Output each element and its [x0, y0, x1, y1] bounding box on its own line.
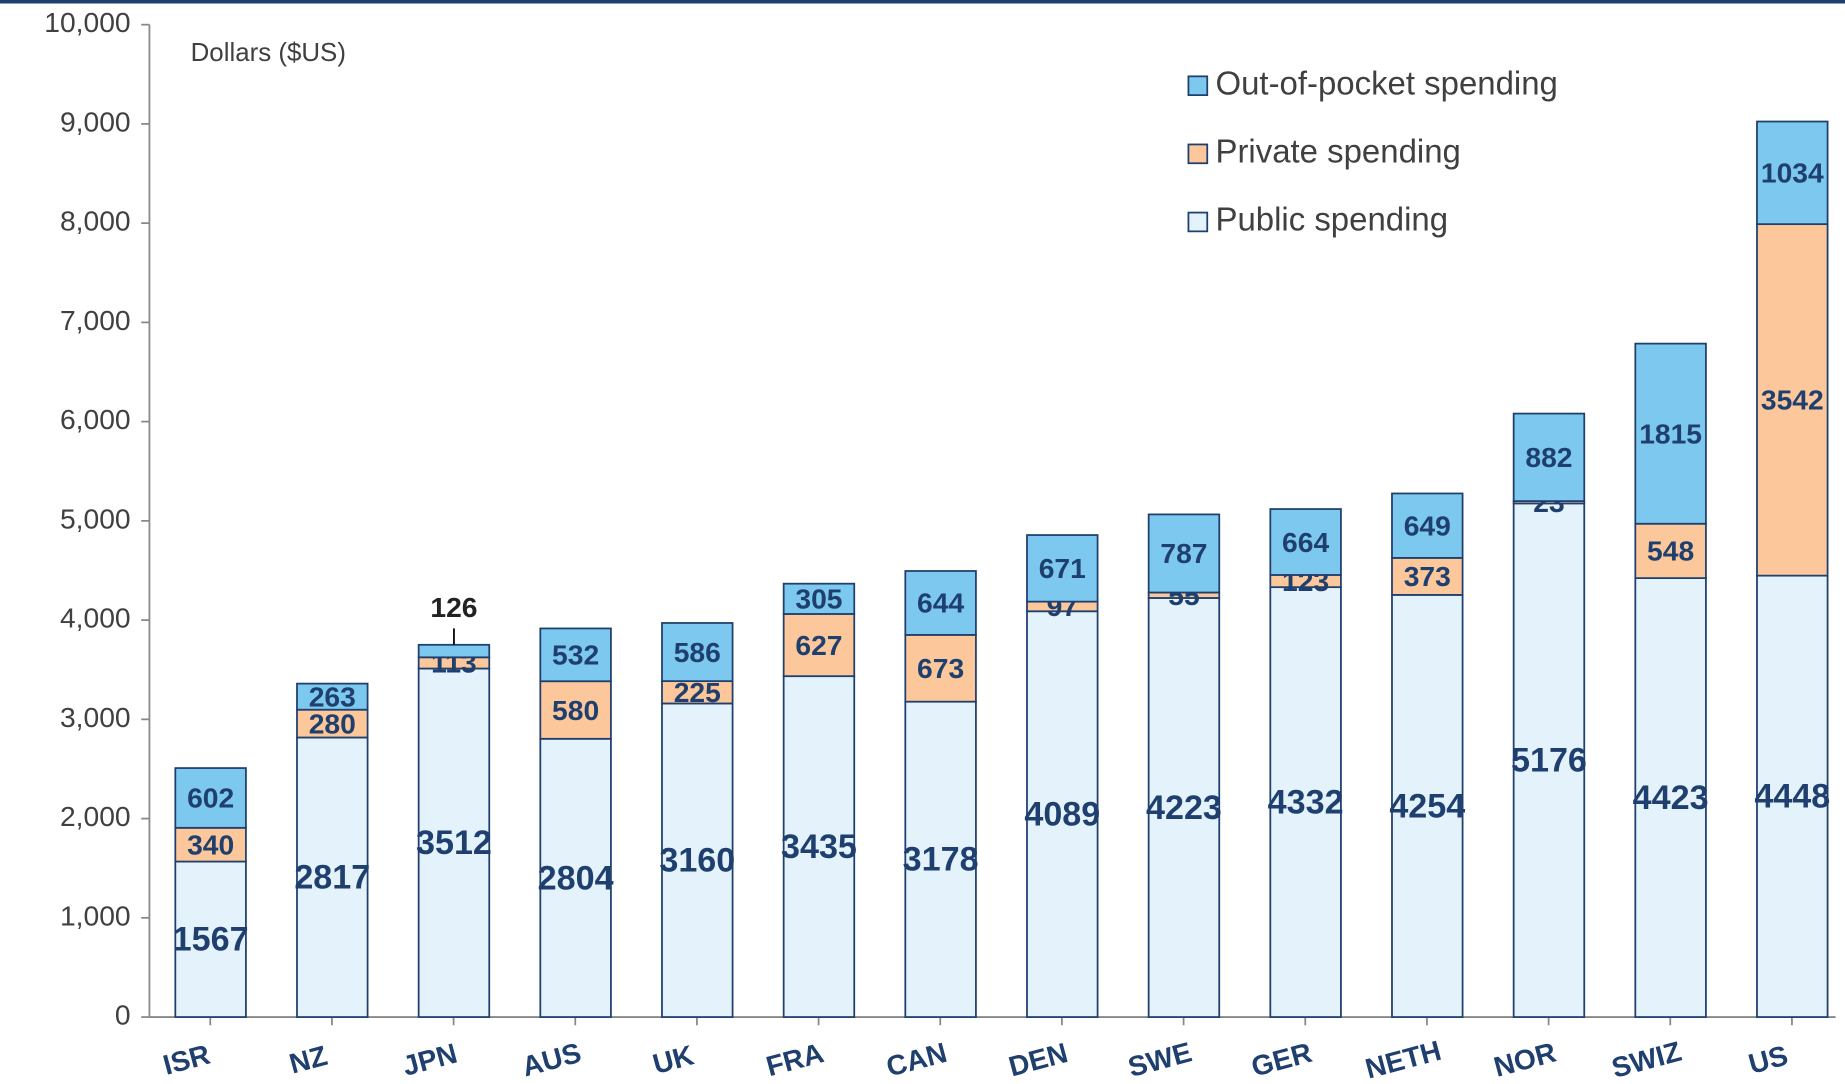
data-label: 3512 [416, 824, 492, 862]
data-label: 2817 [294, 859, 370, 897]
x-tick-label: UK [649, 1038, 697, 1080]
legend-label: Public spending [1215, 201, 1448, 238]
data-label: 671 [1039, 552, 1086, 584]
data-label: 3160 [659, 842, 735, 880]
data-label: 4254 [1389, 787, 1465, 825]
data-label: 3178 [903, 841, 979, 879]
data-label: 644 [917, 587, 964, 619]
y-tick-label: 4,000 [60, 602, 131, 634]
x-tick-label: FRA [763, 1036, 827, 1082]
y-tick-label: 2,000 [60, 800, 131, 832]
x-tick-label: GER [1248, 1036, 1315, 1083]
y-tick-label: 9,000 [60, 105, 131, 137]
bar-segment [904, 570, 977, 636]
data-label: 627 [795, 629, 842, 661]
x-tick-label: NZ [286, 1039, 331, 1080]
data-label: 4423 [1633, 779, 1709, 817]
data-label: 1034 [1761, 157, 1824, 189]
data-label: 5176 [1511, 742, 1587, 780]
y-tick-label: 6,000 [60, 403, 131, 435]
bar-segment [1147, 597, 1221, 1018]
y-tick-label: 10,000 [44, 6, 130, 38]
bar-segment [1026, 534, 1099, 603]
y-tick-label: 3,000 [60, 701, 131, 733]
bar-segment [174, 860, 247, 1018]
data-label: 548 [1647, 535, 1694, 567]
bar-segment [539, 680, 612, 740]
x-tick-label: CAN [883, 1036, 950, 1083]
bar-segment [539, 737, 612, 1018]
y-tick-label: 0 [115, 999, 131, 1031]
bar-segment [417, 643, 491, 659]
data-label: 649 [1404, 509, 1451, 541]
data-label: 3542 [1761, 384, 1824, 416]
bar-segment [782, 675, 856, 1018]
data-label: 787 [1160, 537, 1207, 569]
data-label: 305 [795, 583, 842, 615]
bar-segment [1756, 223, 1829, 577]
data-label: 340 [187, 828, 234, 860]
x-tick-label: AUS [518, 1036, 584, 1082]
bar-segment [661, 702, 734, 1018]
legend-label: Out-of-pocket spending [1215, 64, 1557, 101]
bar-segment [1391, 594, 1464, 1018]
data-label: 373 [1404, 560, 1451, 592]
data-label: 673 [917, 652, 964, 684]
data-label: 1815 [1639, 417, 1702, 449]
data-label: 4448 [1754, 778, 1830, 816]
y-tick-label: 8,000 [60, 205, 131, 237]
x-tick-label: JPN [399, 1037, 460, 1082]
data-label: 3435 [781, 828, 857, 866]
bar-segment [1756, 120, 1829, 226]
x-tick-label: SWE [1125, 1035, 1195, 1082]
legend-swatch [1187, 211, 1209, 233]
bar-segment [296, 682, 369, 711]
y-tick-label: 7,000 [60, 304, 131, 336]
legend-swatch [1187, 75, 1209, 97]
bar-segment [296, 736, 369, 1018]
x-tick-label: NETH [1362, 1034, 1445, 1084]
data-label: 2804 [538, 859, 614, 897]
bar-segment [1147, 513, 1221, 594]
bar-segment [1512, 412, 1586, 502]
legend-swatch [1187, 143, 1209, 165]
bar-segment [1512, 502, 1586, 1018]
bar-segment [782, 582, 856, 615]
y-tick-label: 1,000 [60, 899, 131, 931]
data-label: 1567 [173, 921, 249, 959]
bar-segment [661, 622, 734, 683]
bar-segment [174, 767, 247, 829]
x-tick-label: US [1745, 1039, 1791, 1080]
bar-segment [1634, 342, 1707, 525]
bar-segment [417, 667, 491, 1018]
data-label: 532 [552, 639, 599, 671]
bar-segment [1269, 508, 1342, 576]
bar-segment [1634, 577, 1707, 1018]
data-label: 280 [309, 707, 356, 739]
legend-label: Private spending [1215, 133, 1460, 170]
x-tick-label: SWIZ [1608, 1035, 1684, 1084]
data-label: 602 [187, 782, 234, 814]
data-label: 126 [430, 591, 477, 623]
x-tick-label: ISR [160, 1038, 214, 1081]
data-label: 263 [309, 680, 356, 712]
y-tick-label: 5,000 [60, 502, 131, 534]
data-label: 4223 [1146, 789, 1222, 827]
data-label: 4332 [1268, 783, 1344, 821]
data-label: 882 [1525, 441, 1572, 473]
data-label: 580 [552, 694, 599, 726]
bar-segment [539, 627, 612, 683]
bar-segment [1026, 610, 1099, 1018]
bar-segment [1391, 556, 1464, 596]
bar-segment [1391, 492, 1464, 559]
data-label: 586 [674, 636, 721, 668]
x-tick-label: DEN [1005, 1036, 1071, 1082]
data-label: 4089 [1024, 796, 1100, 834]
y-axis-label: Dollars ($US) [191, 39, 346, 67]
x-tick-label: NOR [1490, 1036, 1559, 1083]
data-label: 664 [1282, 526, 1329, 558]
